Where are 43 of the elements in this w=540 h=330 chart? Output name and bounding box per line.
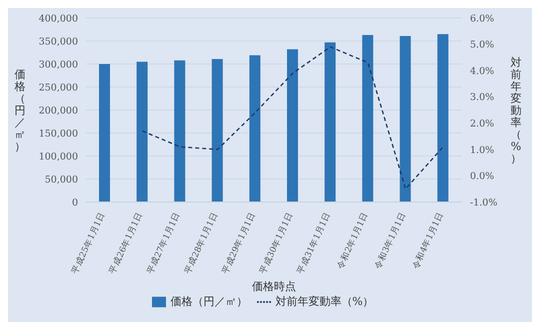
x-tick-label: 平成28年1月1日 <box>182 210 220 276</box>
y-tick-label: 200,000 <box>38 105 78 116</box>
y-axis-title: 価格（円／㎡） <box>14 68 26 153</box>
legend-label: 価格（円／㎡） <box>170 295 248 308</box>
bar <box>249 55 260 202</box>
y-tick-label: 250,000 <box>38 82 78 94</box>
y-tick-label: 0 <box>72 197 78 208</box>
bar <box>212 58 223 202</box>
x-tick-label: 平成31年1月1日 <box>294 210 334 276</box>
line-series <box>142 46 444 190</box>
y2-tick-label: -1.0% <box>470 197 498 208</box>
x-tick-label: 令和3年1月1日 <box>372 210 408 271</box>
x-tick-label: 令和4年1月1日 <box>410 210 446 271</box>
y-tick-label: 300,000 <box>38 59 78 70</box>
text: 対前年変動率（%） <box>510 56 522 165</box>
x-tick-label: 平成30年1月1日 <box>257 210 296 276</box>
x-tick-label: 令和2年1月1日 <box>334 210 371 271</box>
x-tick-label: 平成29年1月1日 <box>220 210 258 276</box>
legend-label: 対前年変動率（%） <box>275 295 374 308</box>
y-tick-label: 150,000 <box>38 128 78 140</box>
y2-tick-label: 6.0% <box>470 13 494 24</box>
y2-tick-label: 1.0% <box>470 144 494 156</box>
bar <box>362 35 374 202</box>
y-tick-label: 400,000 <box>38 13 78 24</box>
x-tick-label: 平成26年1月1日 <box>106 210 146 276</box>
bar <box>99 64 110 202</box>
y2-tick-label: 2.0% <box>470 118 494 130</box>
bar <box>174 60 186 202</box>
bar <box>136 62 148 202</box>
bar <box>400 36 411 202</box>
y2-tick-label: 5.0% <box>470 40 494 51</box>
y-tick-label: 350,000 <box>38 36 78 48</box>
y2-tick-label: 4.0% <box>470 66 494 77</box>
y-tick-label: 50,000 <box>44 174 78 186</box>
y2-tick-label: 3.0% <box>470 92 494 104</box>
bar <box>324 42 336 202</box>
y2-tick-label: 0.0% <box>470 171 494 182</box>
bar <box>287 49 298 202</box>
x-tick-label: 平成27年1月1日 <box>144 210 183 276</box>
x-axis-title: 価格時点 <box>252 280 296 293</box>
bar <box>437 34 448 202</box>
x-tick-label: 平成25年1月1日 <box>69 210 108 276</box>
y-tick-label: 100,000 <box>38 151 78 162</box>
